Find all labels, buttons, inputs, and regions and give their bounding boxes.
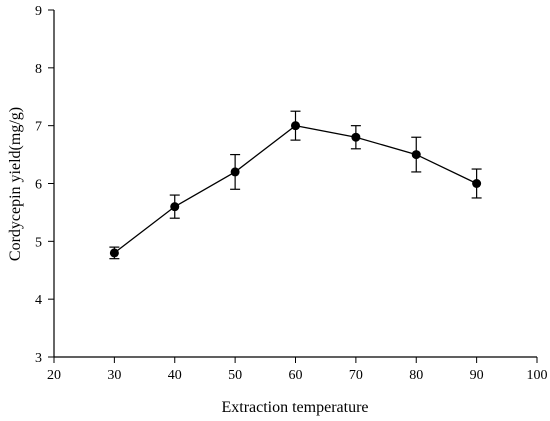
y-tick-label: 9 [35, 4, 42, 19]
data-point [109, 248, 119, 258]
x-tick-label: 90 [470, 368, 484, 383]
y-tick-label: 8 [35, 62, 42, 77]
x-axis-title: Extraction temperature [221, 399, 368, 416]
x-tick-label: 40 [168, 368, 182, 383]
data-point [291, 121, 300, 131]
y-axis-title: Cordycepin yield(mg/g) [7, 107, 24, 261]
data-point [351, 132, 361, 142]
y-tick-label: 4 [35, 293, 42, 308]
x-tick-label: 100 [527, 368, 548, 383]
x-axis-ticks: 20 30 40 50 60 70 80 90 100 [47, 357, 548, 383]
series-line [113, 124, 477, 254]
x-tick-label: 80 [409, 368, 423, 383]
data-point [170, 202, 180, 212]
series-layer [109, 110, 482, 260]
data-point [230, 167, 240, 177]
data-point [472, 179, 482, 188]
axes [53, 10, 537, 358]
x-tick-label: 70 [349, 368, 363, 383]
y-tick-label: 6 [35, 178, 42, 193]
x-tick-label: 50 [228, 368, 242, 383]
y-tick-label: 7 [35, 120, 42, 135]
data-point [411, 150, 421, 160]
x-tick-label: 30 [107, 368, 121, 383]
y-tick-label: 3 [35, 351, 42, 366]
x-tick-label: 60 [289, 368, 303, 383]
y-tick-label: 5 [35, 235, 42, 250]
y-axis-ticks: 3 4 5 6 7 8 9 [35, 4, 54, 366]
x-tick-label: 20 [47, 368, 61, 383]
